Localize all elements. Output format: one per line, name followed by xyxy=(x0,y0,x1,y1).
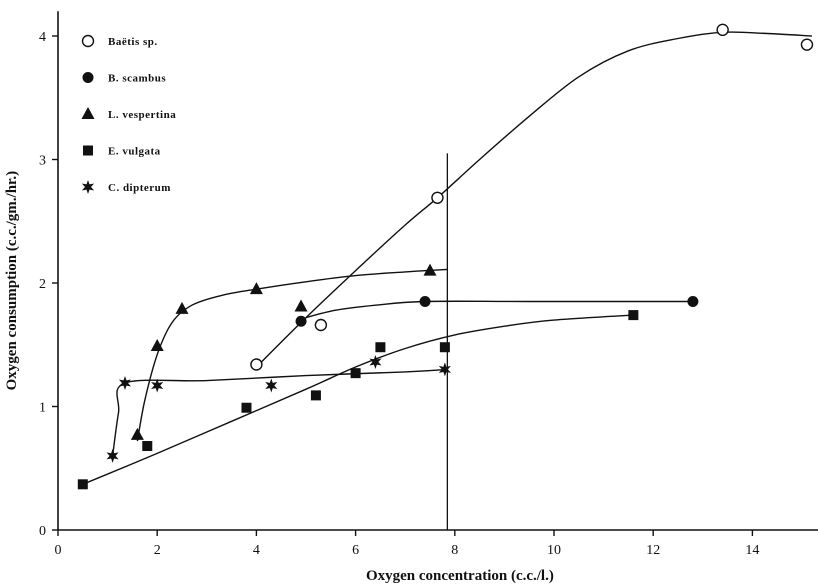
legend-label: B. scambus xyxy=(108,73,166,85)
data-point-filled-square xyxy=(142,441,153,452)
data-point-filled-square xyxy=(310,390,321,401)
legend-marker-filled-triangle xyxy=(81,107,95,119)
y-axis-ticks: 0 1 2 3 4 xyxy=(39,30,58,539)
legend-marker-open-circle xyxy=(81,34,95,48)
series-curve xyxy=(255,31,812,368)
x-axis-title: Oxygen concentration (c.c./l.) xyxy=(366,568,554,584)
series-curve xyxy=(136,268,448,442)
legend: Baëtis sp. B. scambus L. vespertina E. vulg… xyxy=(81,34,176,194)
legend-label: C. dipterum xyxy=(108,182,171,194)
data-point-filled-triangle xyxy=(423,263,437,276)
data-point-star xyxy=(118,376,131,390)
data-point-filled-triangle xyxy=(175,301,189,314)
data-point-filled-square xyxy=(241,402,252,413)
data-point-filled-triangle xyxy=(249,282,263,295)
data-point-filled-square xyxy=(439,342,450,353)
data-point-filled-square xyxy=(375,342,386,353)
y-tick-label: 2 xyxy=(39,277,46,292)
legend-marker-star xyxy=(81,180,95,194)
y-tick-label: 3 xyxy=(39,154,46,169)
series-curve xyxy=(111,368,448,456)
x-tick-label: 14 xyxy=(745,543,759,558)
data-point-open-circle xyxy=(716,23,729,37)
x-tick-label: 4 xyxy=(253,543,260,558)
axes xyxy=(57,11,818,531)
y-axis-title: Oxygen consumption (c.c./gm./hr.) xyxy=(4,171,20,390)
data-point-open-circle xyxy=(314,318,328,332)
data-point-open-circle xyxy=(800,38,814,51)
legend-label: L. vespertina xyxy=(108,109,176,121)
y-tick-label: 1 xyxy=(39,401,46,416)
data-point-filled-square xyxy=(77,479,88,490)
legend-marker-filled-circle xyxy=(82,72,94,83)
data-point-star xyxy=(438,362,451,377)
x-tick-label: 8 xyxy=(451,543,458,558)
x-axis-ticks: 0 2 4 6 8 10 12 14 xyxy=(55,530,759,558)
data-point-filled-circle xyxy=(687,296,699,308)
legend-marker-filled-square xyxy=(83,145,93,156)
data-point-open-circle xyxy=(250,358,263,371)
x-tick-label: 12 xyxy=(646,543,660,558)
data-point-filled-square xyxy=(350,368,361,379)
marker-layer xyxy=(77,23,814,490)
data-point-open-circle xyxy=(431,191,444,204)
data-point-filled-circle xyxy=(419,296,431,308)
x-tick-label: 6 xyxy=(352,543,359,558)
data-point-star xyxy=(151,378,164,393)
data-point-star xyxy=(106,448,119,463)
y-tick-label: 0 xyxy=(39,524,46,539)
data-point-filled-square xyxy=(628,310,639,321)
data-point-star xyxy=(265,378,278,393)
data-point-star xyxy=(369,355,382,369)
y-tick-label: 4 xyxy=(39,30,46,45)
data-point-filled-circle xyxy=(295,315,307,327)
x-tick-label: 0 xyxy=(55,543,62,558)
legend-label: E. vulgata xyxy=(108,146,161,158)
x-tick-label: 10 xyxy=(547,543,561,558)
x-tick-label: 2 xyxy=(154,543,161,558)
data-point-filled-triangle xyxy=(294,299,308,312)
series-curve xyxy=(82,314,634,485)
data-point-filled-triangle xyxy=(150,338,164,351)
data-point-filled-triangle xyxy=(130,427,144,440)
legend-label: Baëtis sp. xyxy=(108,36,158,48)
